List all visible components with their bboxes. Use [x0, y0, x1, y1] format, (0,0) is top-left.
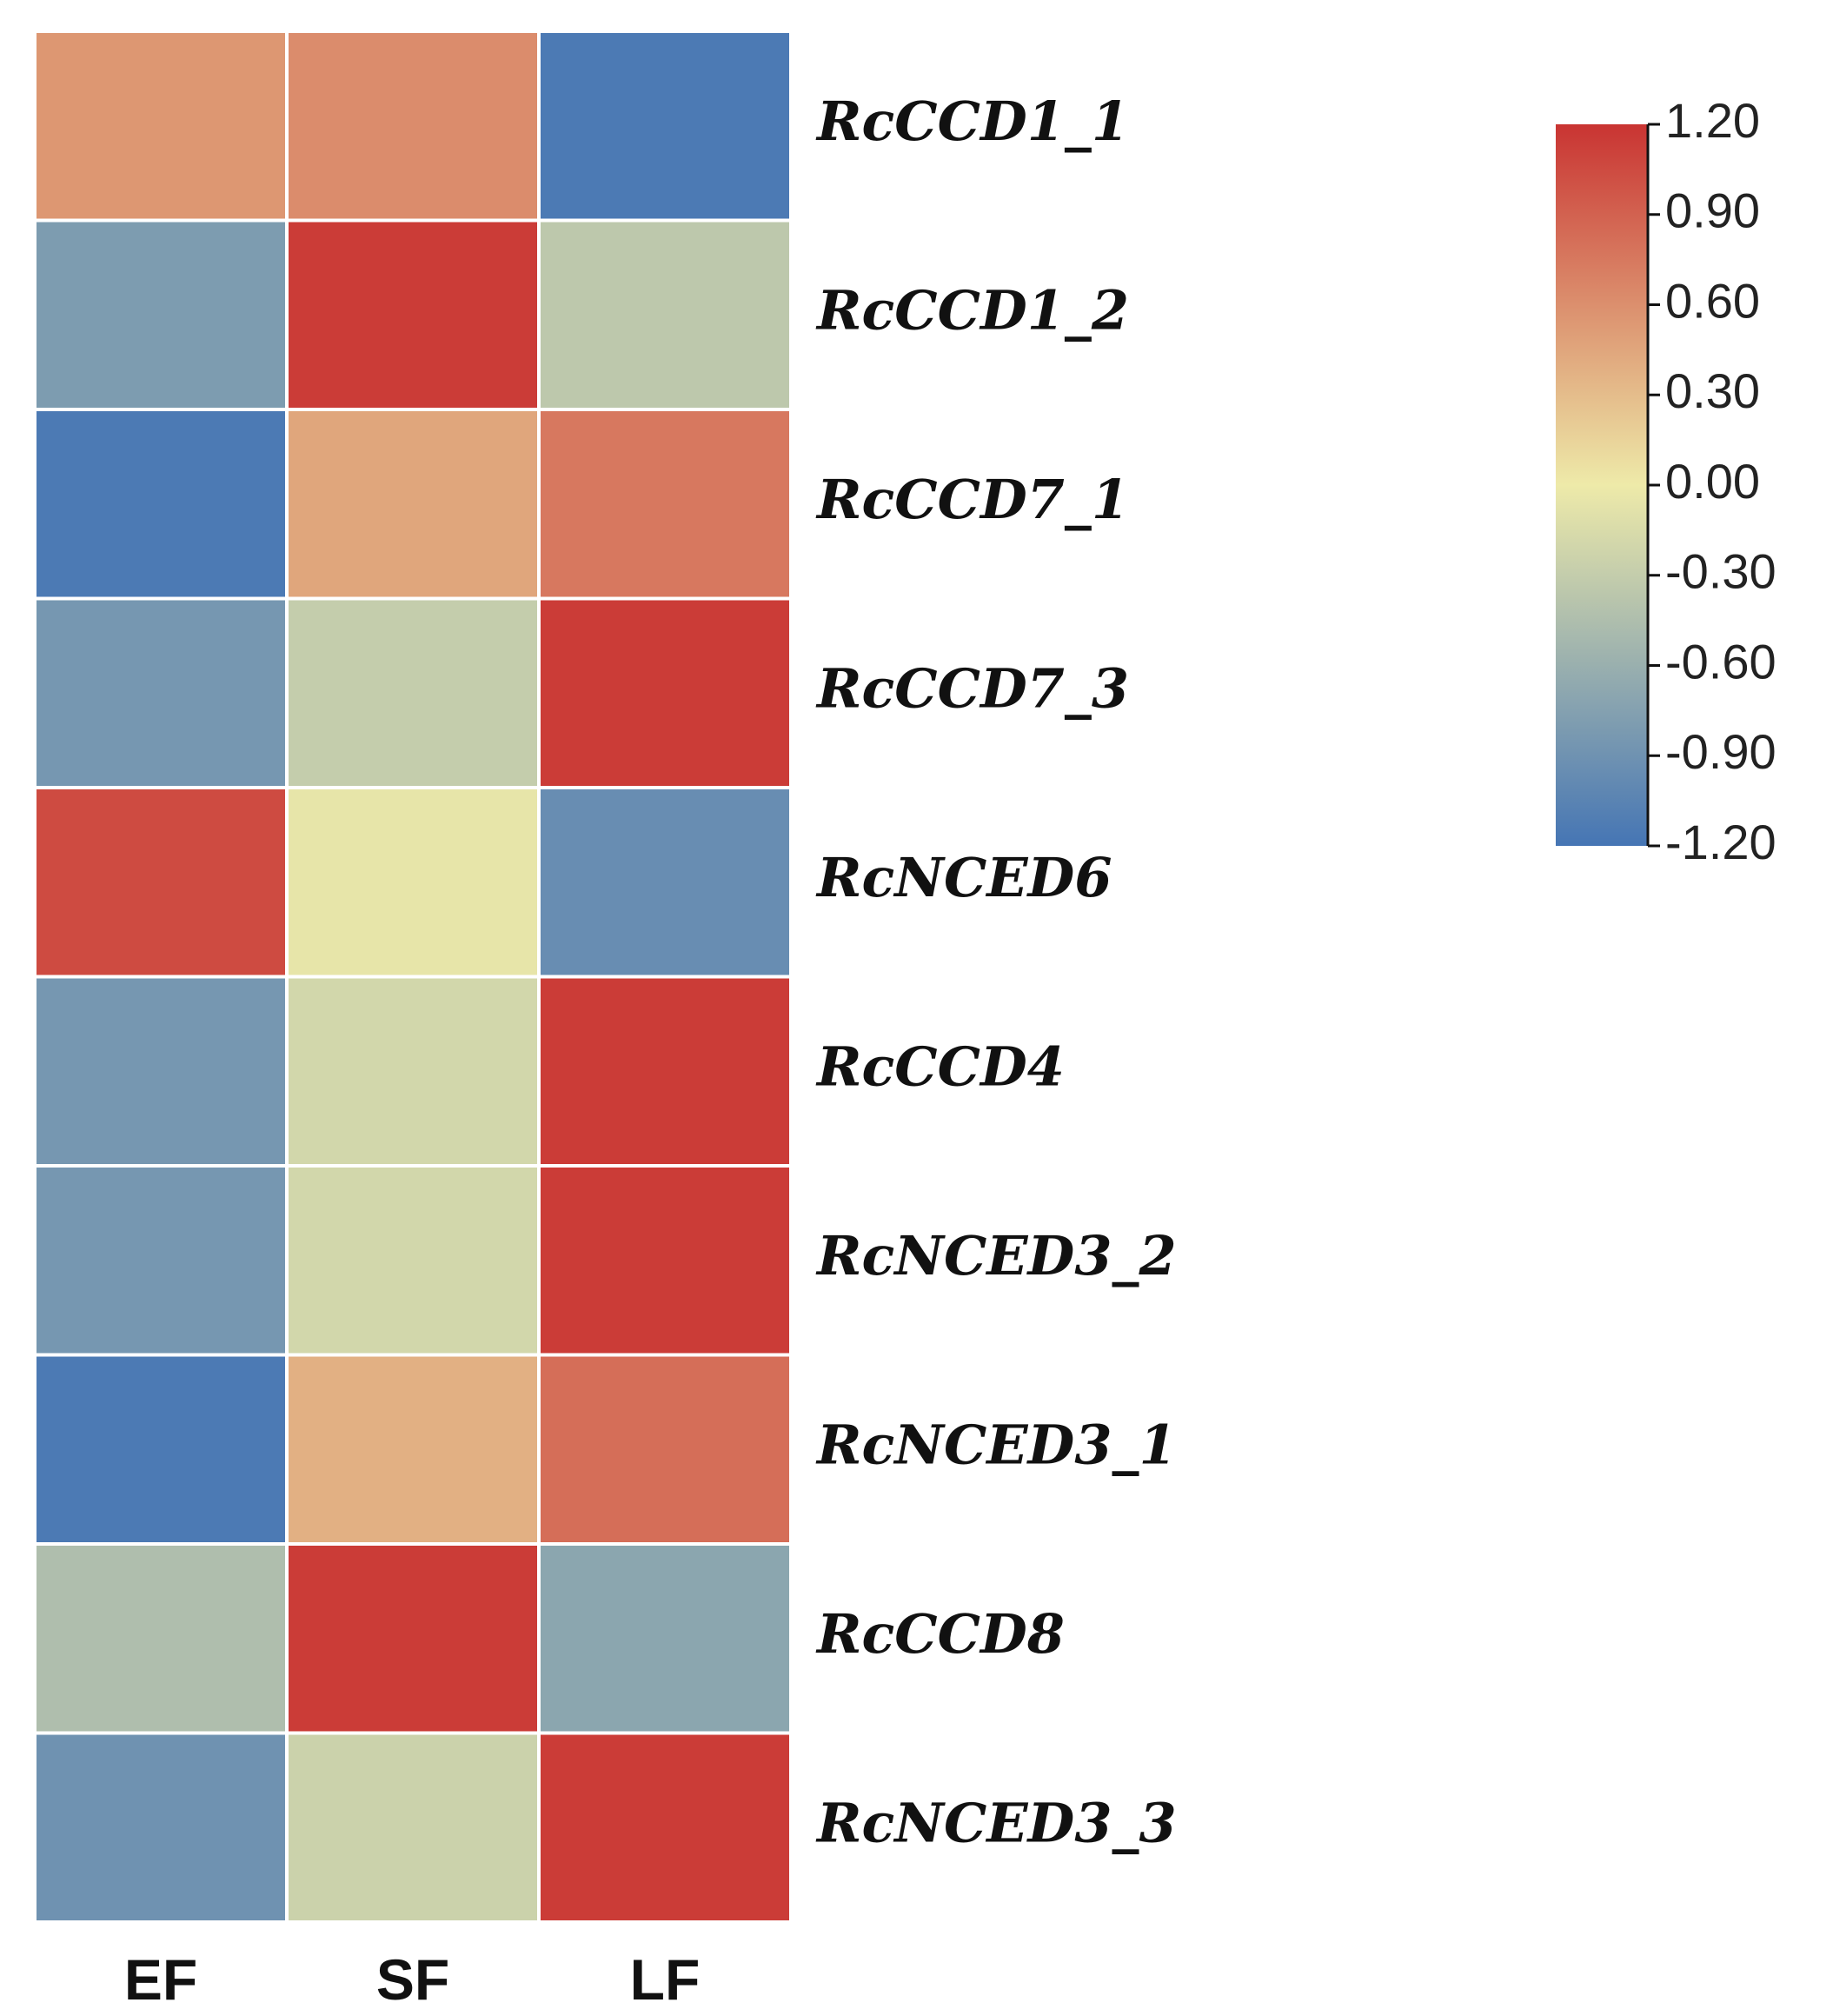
colorbar: 1.20 0.90 0.60 0.30 0.00 -0.30 -0.60 -0.90 -1.20 — [1556, 93, 1777, 869]
colorbar-gradient-bar — [1556, 124, 1648, 846]
column-label: EF — [124, 1947, 197, 2012]
heatmap-cell — [541, 1168, 789, 1354]
heatmap-cell — [37, 411, 285, 597]
colorbar-tick-label: 0.90 — [1665, 183, 1760, 238]
row-label: RcNCED6 — [815, 846, 1112, 909]
heatmap-cell — [37, 600, 285, 786]
heatmap-cell — [289, 1356, 537, 1542]
row-labels: RcCCD1_1 RcCCD1_2 RcCCD7_1 RcCCD7_3 RcNCED6 R… — [815, 90, 1177, 1855]
row-label: RcCCD4 — [815, 1035, 1065, 1098]
heatmap-cell — [289, 411, 537, 597]
heatmap-cell — [289, 1168, 537, 1354]
heatmap-cell — [541, 1546, 789, 1732]
heatmap-cell — [541, 1734, 789, 1920]
heatmap-cell — [37, 1546, 285, 1732]
heatmap-cell — [541, 222, 789, 408]
row-label: RcCCD1_2 — [815, 278, 1129, 342]
heatmap-cell — [289, 222, 537, 408]
colorbar-tick-label: 0.60 — [1665, 273, 1760, 328]
heatmap-cell — [289, 33, 537, 219]
row-label: RcCCD7_3 — [815, 656, 1129, 720]
heatmap-cell — [37, 1734, 285, 1920]
heatmap-cell — [37, 789, 285, 975]
row-label: RcCCD1_1 — [815, 90, 1129, 153]
row-label: RcNCED3_2 — [815, 1224, 1177, 1287]
heatmap-cell — [541, 411, 789, 597]
colorbar-tick-label: -0.90 — [1665, 724, 1777, 779]
heatmap-cell — [37, 1168, 285, 1354]
heatmap-cell — [289, 978, 537, 1164]
heatmap-cell — [541, 600, 789, 786]
heatmap-cells — [37, 33, 789, 1920]
heatmap-cell — [37, 978, 285, 1164]
heatmap-cell — [541, 1356, 789, 1542]
row-label: RcCCD8 — [815, 1602, 1065, 1666]
heatmap-cell — [289, 600, 537, 786]
heatmap-cell — [37, 1356, 285, 1542]
row-label: RcNCED3_1 — [815, 1413, 1177, 1476]
heatmap-cell — [37, 222, 285, 408]
colorbar-tick-label: -1.20 — [1665, 815, 1777, 869]
row-label: RcNCED3_3 — [815, 1791, 1177, 1854]
colorbar-tick-label: 0.00 — [1665, 454, 1760, 509]
colorbar-tick-label: 1.20 — [1665, 93, 1760, 148]
heatmap-cell — [289, 789, 537, 975]
heatmap-cell — [541, 978, 789, 1164]
row-label: RcCCD7_1 — [815, 468, 1129, 531]
heatmap-cell — [289, 1546, 537, 1732]
heatmap-cell — [541, 33, 789, 219]
column-labels: EF SF LF — [124, 1947, 700, 2012]
heatmap-cell — [289, 1734, 537, 1920]
heatmap-cell — [37, 33, 285, 219]
colorbar-tick-label: -0.30 — [1665, 544, 1777, 599]
column-label: SF — [376, 1947, 449, 2012]
heatmap-cell — [541, 789, 789, 975]
colorbar-tick-label: 0.30 — [1665, 363, 1760, 418]
colorbar-tick-label: -0.60 — [1665, 634, 1777, 689]
column-label: LF — [630, 1947, 701, 2012]
